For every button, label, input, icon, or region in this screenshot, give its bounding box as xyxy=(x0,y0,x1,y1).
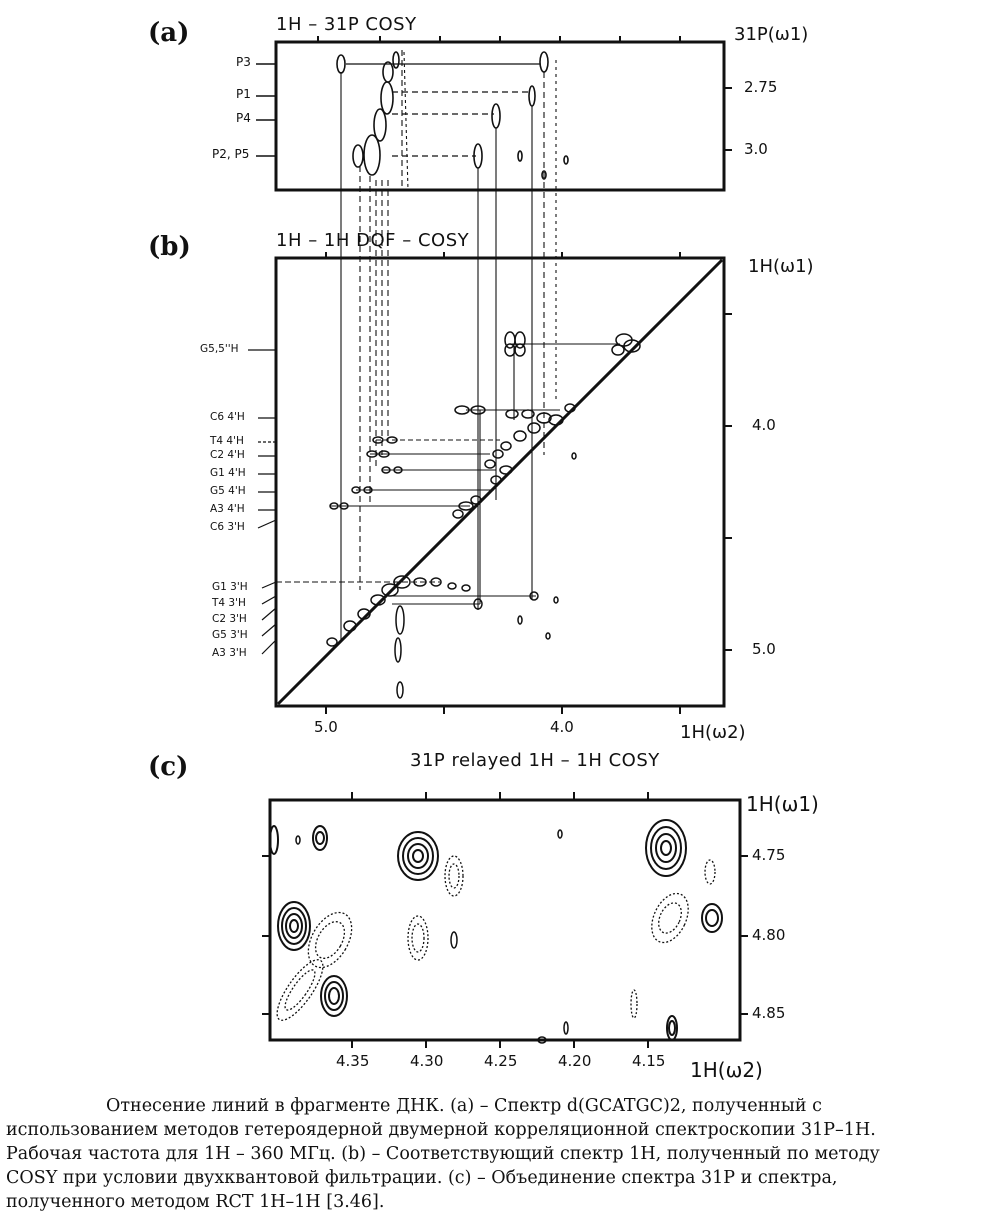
panel-b-right-ticks xyxy=(724,313,732,651)
panel-c-bottom-tick-label: 4.35 xyxy=(336,1052,370,1070)
panel-c-right-ticks xyxy=(740,855,748,1015)
panel-b-row-label: G5 4'H xyxy=(210,485,246,497)
panel-b-bottom-ticks xyxy=(325,706,681,714)
caption-line: Рабочая частота для 1H – 360 МГц. (b) – … xyxy=(6,1144,880,1164)
panel-b-row-label: G5,5''H xyxy=(200,343,239,355)
panel-b-row-label: T4 3'H xyxy=(212,597,246,609)
caption-line: использованием методов гетероядерной дву… xyxy=(6,1120,876,1140)
figure-caption: Отнесение линий в фрагменте ДНК. (a) – С… xyxy=(6,1094,976,1214)
panel-b-top-ticks xyxy=(325,252,681,258)
panel-b-row-label: G5 3'H xyxy=(212,629,248,641)
panel-b-row-label: G1 3'H xyxy=(212,581,248,593)
panel-b-row-label: G1 4'H xyxy=(210,467,246,479)
panel-b-row-label: C6 4'H xyxy=(210,411,245,423)
panel-c-left-ticks xyxy=(262,855,270,1015)
panel-b-right-tick-label: 5.0 xyxy=(752,640,776,658)
panel-b-right-tick-label: 4.0 xyxy=(752,416,776,434)
panel-a-top-ticks xyxy=(317,36,681,42)
panel-b-row-label: C2 4'H xyxy=(210,449,245,461)
panel-a-label: (a) xyxy=(148,18,190,48)
panel-c-bottom-tick-label: 4.20 xyxy=(558,1052,592,1070)
panel-c-bottom-tick-label: 4.25 xyxy=(484,1052,518,1070)
panel-c-axis-right: 1H(ω1) xyxy=(746,792,819,816)
panel-c-bottom-tick-label: 4.15 xyxy=(632,1052,666,1070)
panel-c-right-tick-label: 4.75 xyxy=(752,846,786,864)
panel-c-axis-bottom: 1H(ω2) xyxy=(690,1058,763,1082)
panel-b-row-label: T4 4'H xyxy=(210,435,244,447)
panel-a-axis-right: 31P(ω1) xyxy=(734,24,809,45)
panel-b-axis-right: 1H(ω1) xyxy=(748,256,814,277)
panel-b-leaders xyxy=(248,349,277,655)
inter-panel-connectors xyxy=(340,50,557,640)
panel-a-leaders xyxy=(256,63,276,157)
panel-b-connectors xyxy=(276,343,620,605)
panel-b-row-label: A3 3'H xyxy=(212,647,247,659)
caption-line: COSY при условии двухквантовой фильтраци… xyxy=(6,1168,838,1188)
panel-b-title: 1H – 1H DQF – COSY xyxy=(276,230,470,251)
panel-a-connectors xyxy=(346,63,540,157)
panel-b-bottom-tick-label: 5.0 xyxy=(314,718,338,736)
panel-a-right-tick-label: 3.0 xyxy=(744,140,768,158)
caption-line: Отнесение линий в фрагменте ДНК. (a) – С… xyxy=(106,1096,822,1116)
panel-c-label: (c) xyxy=(148,752,189,782)
panel-b-axis-bottom: 1H(ω2) xyxy=(680,722,746,743)
panel-a-peaks xyxy=(336,51,569,180)
panel-b-row-label: C6 3'H xyxy=(210,521,245,533)
panel-a-row-label: P4 xyxy=(236,111,251,125)
panel-c-x-ticks xyxy=(351,792,649,1048)
panel-c-bottom-tick-label: 4.30 xyxy=(410,1052,444,1070)
panel-c-right-tick-label: 4.80 xyxy=(752,926,786,944)
panel-b-row-label: C2 3'H xyxy=(212,613,247,625)
panel-c-title: 31P relayed 1H – 1H COSY xyxy=(410,750,660,771)
panel-a-title: 1H – 31P COSY xyxy=(276,14,417,35)
panel-c-right-tick-label: 4.85 xyxy=(752,1004,786,1022)
panel-b-row-label: A3 4'H xyxy=(210,503,245,515)
panel-c-frame xyxy=(268,798,742,1042)
panel-b-bottom-tick-label: 4.0 xyxy=(550,718,574,736)
panel-a-row-label: P1 xyxy=(236,87,251,101)
panel-a-row-label: P2, P5 xyxy=(212,147,250,161)
panel-b-peaks xyxy=(326,331,641,699)
panel-c-solid-contours xyxy=(269,819,723,1044)
panel-a-row-label: P3 xyxy=(236,55,251,69)
caption-line: полученного методом RCT 1H–1H [3.46]. xyxy=(6,1192,385,1212)
panel-b-frame xyxy=(274,256,726,708)
panel-b-label: (b) xyxy=(148,232,191,262)
panel-c-dotted-contours xyxy=(276,855,716,1021)
panel-a-right-tick-label: 2.75 xyxy=(744,78,778,96)
